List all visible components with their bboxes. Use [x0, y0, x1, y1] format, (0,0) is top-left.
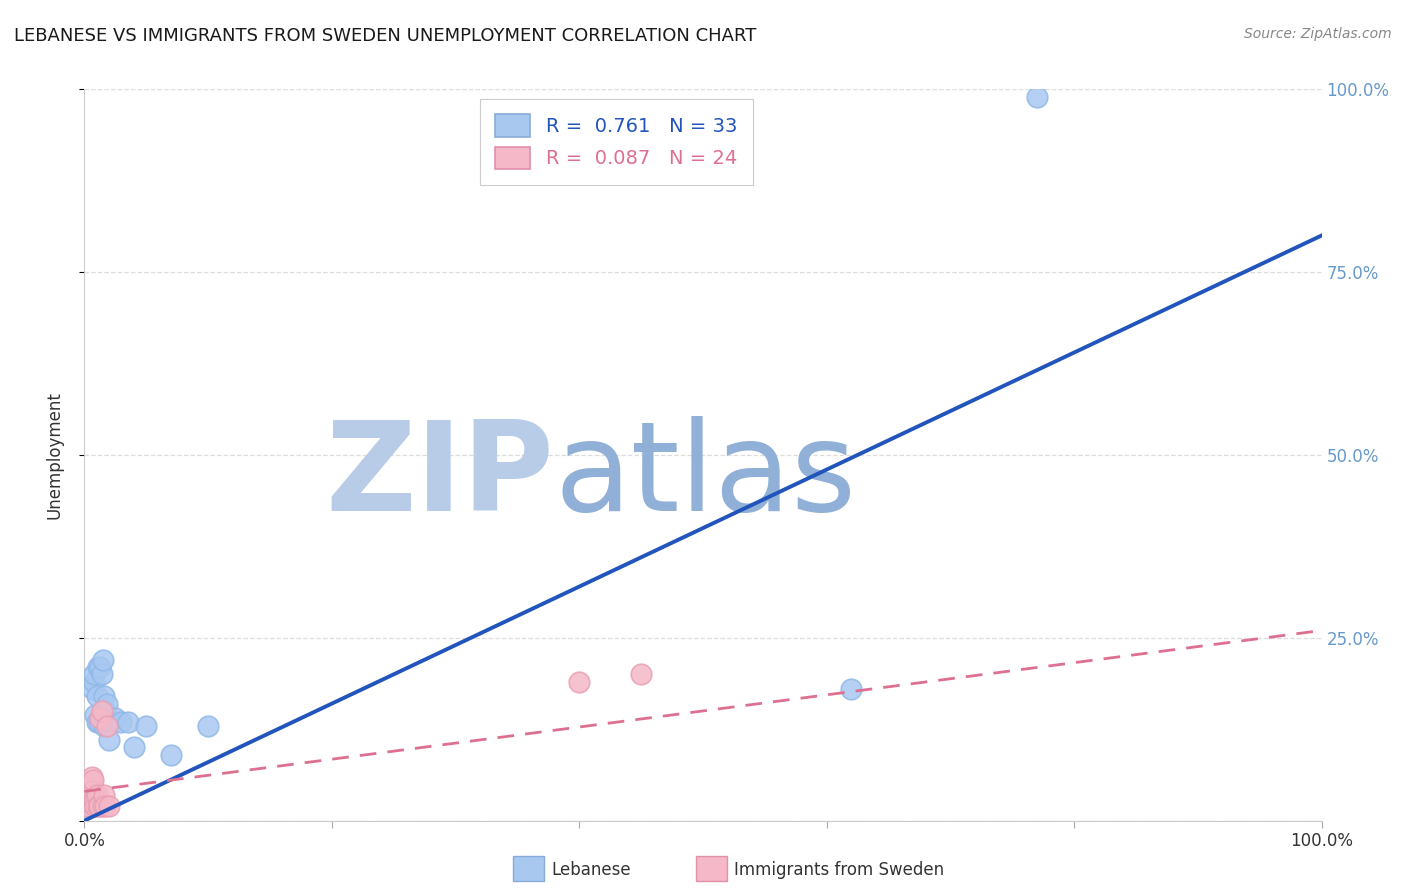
Point: [79, 799, 101, 814]
Point: [630, 667, 652, 681]
Point: [98, 799, 121, 814]
Point: [83, 796, 105, 810]
Point: [135, 718, 157, 732]
Point: [197, 718, 219, 732]
Point: [83, 791, 105, 805]
Point: [77, 791, 100, 805]
Point: [104, 711, 127, 725]
Point: [841, 681, 863, 696]
Legend: R =  0.761   N = 33, R =  0.087   N = 24: R = 0.761 N = 33, R = 0.087 N = 24: [479, 99, 752, 185]
Point: [82, 784, 104, 798]
Point: [79, 780, 101, 795]
Point: [117, 714, 139, 729]
Point: [86, 788, 108, 802]
Point: [83, 667, 105, 681]
Point: [87, 660, 110, 674]
Point: [89, 714, 111, 729]
Point: [568, 674, 591, 689]
Point: [82, 773, 104, 788]
Point: [82, 681, 104, 696]
Point: [79, 791, 101, 805]
Point: [98, 733, 121, 747]
Point: [82, 796, 104, 810]
Point: [79, 796, 101, 810]
Point: [83, 674, 105, 689]
Point: [122, 740, 145, 755]
Point: [160, 747, 183, 762]
Point: [77, 796, 100, 810]
Point: [80, 791, 103, 805]
Point: [76, 799, 98, 814]
Text: Lebanese: Lebanese: [551, 861, 631, 879]
Point: [110, 714, 132, 729]
Point: [80, 770, 103, 784]
Point: [96, 718, 118, 732]
Text: LEBANESE VS IMMIGRANTS FROM SWEDEN UNEMPLOYMENT CORRELATION CHART: LEBANESE VS IMMIGRANTS FROM SWEDEN UNEMP…: [14, 27, 756, 45]
Point: [90, 667, 112, 681]
Point: [1026, 89, 1049, 103]
Point: [93, 718, 115, 732]
Text: atlas: atlas: [554, 417, 856, 537]
Point: [86, 714, 108, 729]
Point: [89, 711, 111, 725]
Point: [91, 653, 114, 667]
Point: [94, 799, 117, 814]
Point: [94, 704, 117, 718]
Text: ZIP: ZIP: [326, 417, 554, 537]
Text: Immigrants from Sweden: Immigrants from Sweden: [734, 861, 943, 879]
Y-axis label: Unemployment: Unemployment: [45, 391, 63, 519]
Point: [90, 704, 112, 718]
Point: [76, 799, 98, 814]
Point: [96, 697, 118, 711]
Point: [87, 799, 110, 814]
Point: [89, 799, 111, 814]
Point: [79, 788, 101, 802]
Text: Source: ZipAtlas.com: Source: ZipAtlas.com: [1244, 27, 1392, 41]
Point: [80, 799, 103, 814]
Point: [89, 660, 111, 674]
Point: [91, 799, 114, 814]
Point: [80, 777, 103, 791]
Point: [79, 791, 101, 805]
Point: [84, 707, 107, 722]
Point: [84, 799, 107, 814]
Point: [93, 690, 115, 704]
Point: [86, 690, 108, 704]
Point: [93, 788, 115, 802]
